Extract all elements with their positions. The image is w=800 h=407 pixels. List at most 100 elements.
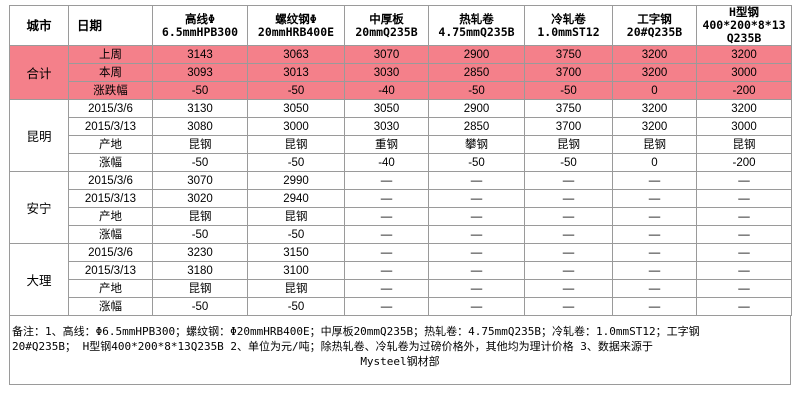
value-cell: 3050 — [344, 99, 429, 118]
city-cell: 安宁 — [9, 171, 69, 244]
value-cell: — — [612, 171, 697, 190]
table-row: 合计 上周 3143 3063 3070 2900 3750 3200 3200 — [9, 45, 792, 100]
table-row: 涨幅 -50 -50— — — — — — [10, 297, 792, 316]
value-cell: 3080 — [152, 117, 248, 136]
value-cell: 2990 — [247, 171, 345, 190]
value-cell: -50 — [152, 297, 248, 316]
table-row: 涨幅 -50 -50— — — — — — [10, 225, 792, 244]
value-cell: — — [612, 189, 697, 208]
value-cell: — — [696, 225, 792, 244]
row-label-cell: 产地 — [68, 279, 153, 298]
value-cell: — — [612, 225, 697, 244]
value-cell: -40 — [344, 153, 429, 172]
value-cell: — — [524, 243, 613, 262]
value-cell: 3000 — [696, 63, 792, 82]
value-cell: — — [344, 279, 429, 298]
value-cell: — — [428, 225, 525, 244]
city-cell: 昆明 — [9, 99, 69, 172]
value-cell: 3030 — [344, 117, 429, 136]
value-cell: — — [696, 279, 792, 298]
value-cell: 3180 — [152, 261, 248, 280]
city-cell: 合计 — [9, 45, 69, 100]
table-body: 合计 上周 3143 3063 3070 2900 3750 3200 3200 本周 3093 30… — [9, 45, 792, 316]
table-row: 涨跌幅 -50 -50 -40 -50 -50 0 -200 — [10, 81, 792, 100]
price-table-container: 城市 日期 高线Φ 6.5mmHPB300 螺纹钢Φ 20mmHRB400E 中厚板… — [9, 5, 792, 385]
value-cell: — — [696, 261, 792, 280]
value-cell: — — [344, 261, 429, 280]
steel-price-table: 城市 日期 高线Φ 6.5mmHPB300 螺纹钢Φ 20mmHRB400E 中厚板… — [9, 5, 792, 316]
value-cell: 昆钢 — [247, 207, 345, 226]
header-col-wire-rod: 高线Φ 6.5mmHPB300 — [152, 5, 248, 46]
table-row: 大理 2015/3/6 3230 3150— — — — — — [9, 243, 792, 316]
table-row: 2015/3/13 3080 3000 3030 2850 3700 3200 3000 — [10, 117, 792, 136]
value-cell: 3063 — [247, 45, 345, 64]
value-cell: — — [524, 171, 613, 190]
row-label-cell: 产地 — [68, 207, 153, 226]
row-label-cell: 2015/3/13 — [68, 189, 153, 208]
value-cell: 3700 — [524, 117, 613, 136]
value-cell: 2940 — [247, 189, 345, 208]
value-cell: -50 — [428, 81, 525, 100]
value-cell: — — [612, 261, 697, 280]
value-cell: 0 — [612, 81, 697, 100]
table-row: 本周 3093 3013 3030 2850 3700 3200 3000 — [10, 63, 792, 82]
value-cell: -50 — [247, 297, 345, 316]
value-cell: — — [696, 207, 792, 226]
value-cell: -200 — [696, 153, 792, 172]
value-cell: 3700 — [524, 63, 613, 82]
note-line-3: Mysteel钢材部 — [360, 355, 440, 368]
value-cell: 3050 — [247, 99, 345, 118]
value-cell: 3000 — [247, 117, 345, 136]
value-cell: — — [524, 189, 613, 208]
table-row: 产地 昆钢 昆钢 — — — — — — [10, 279, 792, 298]
value-cell: 3200 — [696, 45, 792, 64]
value-cell: — — [344, 225, 429, 244]
row-label-cell: 2015/3/13 — [68, 117, 153, 136]
value-cell: — — [428, 297, 525, 316]
value-cell: 3070 — [344, 45, 429, 64]
value-cell: — — [344, 243, 429, 262]
note-line-2: 20#Q235B； H型钢400*200*8*13Q235B 2、单位为元/吨；… — [12, 340, 653, 353]
value-cell: 3093 — [152, 63, 248, 82]
table-row: 涨幅 -50 -50 -40 -50 -50 0 -200 — [10, 153, 792, 172]
value-cell: 昆钢 — [612, 135, 697, 154]
value-cell: — — [428, 279, 525, 298]
row-label-cell: 2015/3/13 — [68, 261, 153, 280]
value-cell: — — [696, 171, 792, 190]
value-cell: 昆钢 — [247, 135, 345, 154]
table-row: 昆明 2015/3/6 3130 3050 3050 2900 3750 3200 3200 — [9, 99, 792, 172]
header-col-cold-rolled-coil: 冷轧卷 1.0mmST12 — [524, 5, 613, 46]
value-cell: 昆钢 — [152, 279, 248, 298]
value-cell: 3150 — [247, 243, 345, 262]
value-cell: — — [524, 261, 613, 280]
header-row: 城市 日期 高线Φ 6.5mmHPB300 螺纹钢Φ 20mmHRB400E 中厚板… — [9, 5, 792, 46]
value-cell: 3200 — [612, 45, 697, 64]
header-city: 城市 — [9, 5, 69, 46]
value-cell: 3143 — [152, 45, 248, 64]
value-cell: -50 — [152, 81, 248, 100]
value-cell: — — [524, 225, 613, 244]
row-label-cell: 上周 — [68, 45, 153, 64]
row-label-cell: 产地 — [68, 135, 153, 154]
value-cell: 3200 — [612, 63, 697, 82]
header-col-h-beam: H型钢 400*200*8*13 Q235B — [696, 5, 792, 46]
header-date: 日期 — [68, 5, 153, 46]
value-cell: 3200 — [612, 99, 697, 118]
value-cell: 2900 — [428, 99, 525, 118]
row-label-cell: 2015/3/6 — [68, 171, 153, 190]
row-label-cell: 涨幅 — [68, 225, 153, 244]
value-cell: 昆钢 — [152, 207, 248, 226]
value-cell: -50 — [152, 153, 248, 172]
table-row: 安宁 2015/3/6 3070 2990— — — — — — [9, 171, 792, 244]
table-note: 备注：1、高线：Φ6.5mmHPB300；螺纹钢：Φ20mmHRB400E；中厚… — [9, 316, 791, 385]
value-cell: -50 — [247, 81, 345, 100]
header-col-hot-rolled-coil: 热轧卷 4.75mmQ235B — [428, 5, 525, 46]
table-row: 2015/3/13 3180 3100— — — — — — [10, 261, 792, 280]
row-label-cell: 2015/3/6 — [68, 99, 153, 118]
table-row: 2015/3/13 3020 2940— — — — — — [10, 189, 792, 208]
value-cell: -200 — [696, 81, 792, 100]
value-cell: 3070 — [152, 171, 248, 190]
value-cell: 0 — [612, 153, 697, 172]
value-cell: 2850 — [428, 63, 525, 82]
value-cell: — — [344, 171, 429, 190]
